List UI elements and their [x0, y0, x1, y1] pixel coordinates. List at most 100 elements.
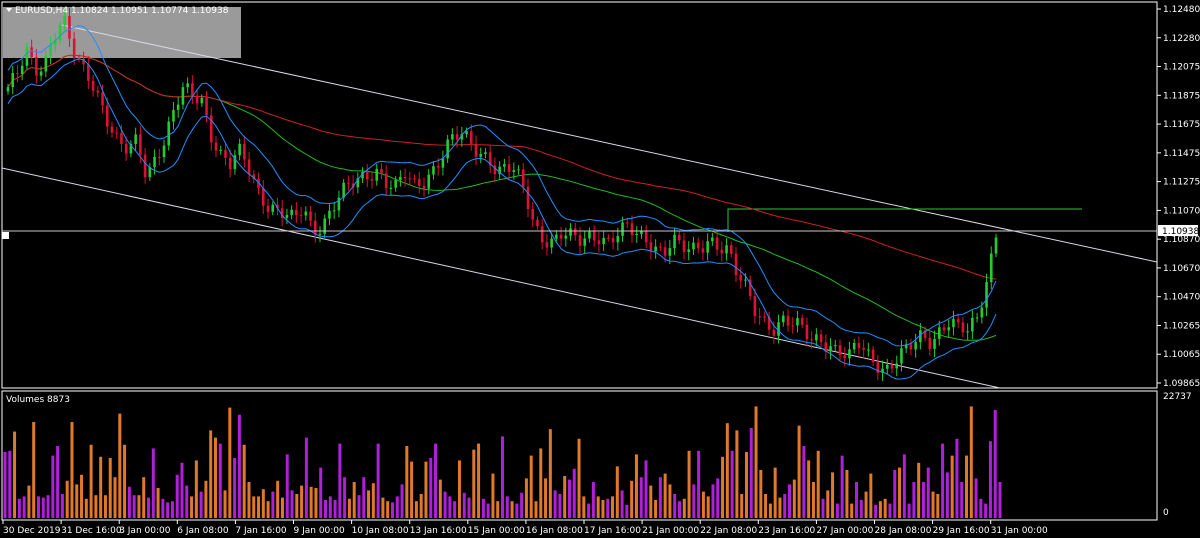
volume-title: Volumes 8873: [6, 395, 70, 405]
price-tick-label: 1.11675: [1163, 120, 1200, 130]
channel-lower-line[interactable]: [1, 167, 1001, 389]
horizontal-level-line[interactable]: [727, 208, 1082, 232]
time-tick-label: 3 Jan 00:00: [119, 526, 171, 536]
volume-bar: [147, 497, 151, 518]
volume-bar: [783, 494, 787, 518]
volume-pane[interactable]: [1, 390, 1158, 521]
candle-body: [711, 237, 714, 242]
volume-bar: [582, 496, 586, 518]
volume-bar: [558, 494, 562, 518]
time-tick-label: 9 Jan 00:00: [294, 526, 346, 536]
candle-body: [748, 279, 752, 297]
volume-bar: [347, 498, 351, 518]
price-line-handle[interactable]: [2, 232, 9, 239]
candle-body: [16, 73, 19, 75]
candle-body: [616, 235, 620, 243]
candle-body: [479, 154, 483, 157]
candle-body: [668, 248, 672, 256]
candle-body: [800, 318, 804, 325]
volume-bar: [17, 498, 21, 518]
chevron-down-icon[interactable]: [6, 8, 12, 12]
volume-bar: [544, 478, 548, 518]
time-tick-label: 13 Jan 16:00: [410, 526, 467, 536]
candle-body: [862, 347, 865, 350]
candle-body: [867, 349, 870, 351]
candle-body: [739, 275, 743, 281]
volume-bar: [749, 428, 753, 518]
volume-bar: [515, 503, 519, 518]
time-tick-label: 16 Jan 08:00: [526, 526, 583, 536]
candle-body: [6, 87, 10, 92]
volume-bar: [673, 494, 677, 518]
volume-bar: [572, 468, 576, 518]
volume-bar: [457, 460, 461, 518]
volume-bar: [75, 484, 79, 518]
volume-bar: [285, 454, 289, 518]
price-tick-label: 1.11275: [1163, 178, 1200, 188]
volume-bar: [32, 422, 36, 518]
candle-body: [517, 169, 520, 171]
time-tick-label: 15 Jan 00:00: [468, 526, 525, 536]
volume-bar: [902, 454, 906, 518]
candle-body: [247, 159, 251, 175]
time-tick-label: 7 Jan 16:00: [235, 526, 287, 536]
candle-body: [952, 318, 955, 328]
volume-bar: [606, 498, 610, 518]
volume-bar: [878, 501, 882, 518]
candle-body: [20, 65, 24, 75]
volume-bar: [883, 498, 887, 518]
moving-averages: [7, 54, 997, 341]
candle-body: [285, 214, 289, 218]
time-tick-label: 29 Jan 16:00: [933, 526, 990, 536]
volume-bar: [80, 474, 84, 518]
candle-body: [115, 132, 119, 134]
volume-bar: [343, 477, 347, 518]
time-tick-label: 31 Dec 16:00: [61, 526, 122, 536]
candle-body: [422, 185, 426, 189]
price-tick-label: 1.11070: [1163, 206, 1200, 216]
volume-bar: [237, 414, 241, 518]
candle-body: [989, 253, 993, 283]
candle-body: [39, 71, 43, 76]
volume-bar: [921, 482, 925, 518]
candle-body: [900, 348, 903, 364]
current-price-box: [1158, 225, 1198, 236]
volume-bar: [434, 443, 438, 518]
volume-bar: [257, 496, 261, 518]
candles[interactable]: [6, 7, 998, 382]
volume-bar: [988, 441, 992, 518]
price-pane[interactable]: [1, 1, 1158, 389]
candle-body: [597, 240, 601, 245]
candle-body: [512, 170, 516, 172]
volume-bar: [716, 478, 720, 518]
candle-body: [432, 166, 435, 175]
candle-body: [465, 131, 468, 135]
volume-bar: [505, 496, 509, 518]
channel-upper-line[interactable]: [61, 24, 1158, 263]
candle-body: [148, 167, 152, 178]
volume-bar: [668, 484, 672, 518]
candle-body: [233, 155, 237, 170]
candle-body: [11, 73, 15, 88]
upper-envelope: [7, 25, 997, 347]
volume-bar: [295, 494, 299, 518]
volume-bar: [567, 479, 571, 518]
candle-body: [243, 143, 246, 160]
candle-body: [607, 237, 610, 239]
candle-body: [659, 246, 662, 248]
volume-bar: [185, 485, 189, 518]
price-tick-label: 1.12480: [1163, 5, 1200, 15]
candle-body: [545, 242, 549, 248]
volume-bar: [103, 495, 107, 518]
candle-body: [744, 279, 747, 281]
trend-channel[interactable]: [1, 24, 1158, 389]
candle-body: [592, 231, 596, 241]
lower-envelope: [7, 58, 997, 380]
volume-bar: [410, 461, 414, 518]
candle-body: [200, 97, 204, 104]
volume-bar: [371, 483, 375, 518]
candle-body: [309, 211, 312, 221]
time-tick-label: 17 Jan 16:00: [584, 526, 641, 536]
volume-bar: [941, 443, 945, 518]
